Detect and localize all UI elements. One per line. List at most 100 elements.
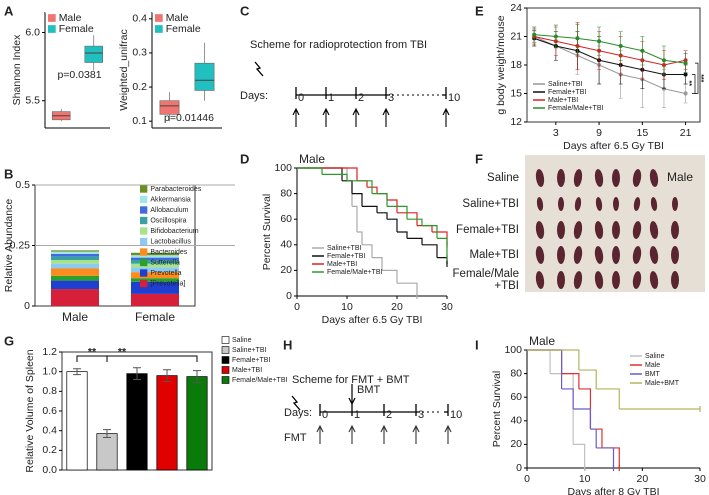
y-tick-label: 0.3 (132, 47, 147, 59)
spleen (595, 197, 603, 211)
legend-label: Female/Male+TBI (548, 105, 603, 112)
arrow-label: BMT (357, 384, 381, 396)
legend-label: Female/Male+TBI (327, 269, 382, 276)
scheme-title: Scheme for FMT + BMT (292, 374, 410, 386)
arrow-down (348, 384, 356, 406)
bar-segment (51, 250, 99, 252)
survival-step (601, 447, 620, 468)
legend-swatch (140, 227, 148, 235)
legend-swatch (140, 195, 148, 204)
legend-label: [Prevotella] (150, 280, 185, 287)
error-bar (193, 370, 201, 383)
legend-swatch (140, 279, 148, 288)
x-axis-label: Days after 6.5 Gy TBI (322, 314, 423, 326)
x-tick-label: 30 (441, 301, 453, 313)
spleen (632, 271, 642, 289)
arrow-up (352, 107, 360, 127)
spleen (612, 221, 620, 239)
survival-step (397, 282, 418, 296)
x-tick-label: 30 (694, 473, 706, 485)
legend-label: Prevotella (150, 270, 181, 277)
spleen (671, 221, 679, 239)
row-label: +TBI (494, 280, 519, 292)
x-tick-label: 21 (680, 127, 692, 139)
y-tick-label: 5.5 (25, 94, 40, 106)
bar-segment (51, 251, 99, 254)
spleen (573, 271, 583, 289)
day-number: 2 (386, 409, 392, 421)
error-bar (73, 368, 81, 376)
y-tick-label: 6.0 (25, 26, 40, 38)
legend-swatch (221, 336, 230, 344)
series-line (534, 37, 686, 75)
box (84, 45, 103, 63)
legend-swatch (140, 216, 148, 225)
panel-label: B (4, 166, 13, 181)
lightning (254, 61, 264, 77)
spleen (594, 169, 604, 187)
x-tick-label: 3 (553, 127, 559, 139)
x-tick-label: Female (135, 310, 175, 324)
annotation: ** (685, 81, 692, 87)
legend-label: Female/Male+TBI (232, 377, 287, 384)
spleen (633, 197, 641, 211)
day-number: 2 (358, 92, 364, 104)
point (597, 39, 602, 44)
panel-label: I (475, 337, 479, 352)
x-tick-label: 10 (341, 301, 353, 313)
spleen (535, 169, 545, 187)
survival-step (372, 257, 383, 271)
series-line (534, 36, 686, 94)
spleen (535, 246, 545, 264)
legend-swatch (140, 185, 148, 193)
panel-label: E (475, 3, 484, 18)
spleen (649, 246, 659, 264)
spleen (557, 221, 565, 239)
legend-label: Female+TBI (232, 357, 270, 364)
survival-step (437, 237, 448, 258)
y-tick-label: 0.25 (10, 239, 31, 251)
spleen (557, 169, 565, 187)
legend-label: BMT (645, 371, 661, 378)
legend-swatch (140, 237, 148, 246)
y-tick-label: 40 (280, 239, 292, 251)
legend-swatch (221, 346, 230, 354)
significance-bracket (106, 355, 198, 362)
box (159, 100, 180, 115)
legend-swatch (221, 356, 230, 364)
panel-label: C (240, 3, 250, 18)
legend-swatch (48, 14, 56, 22)
spleen (671, 271, 679, 289)
bar-segment (131, 255, 179, 258)
spleen (613, 197, 619, 211)
spleen (649, 221, 659, 239)
legend-swatch (221, 366, 230, 374)
y-axis-label: Weighted_unifrac (118, 29, 130, 111)
legend-label: Male (645, 362, 660, 369)
arrow-up (382, 107, 390, 127)
arrow-up (380, 424, 388, 444)
legend-label: Female+TBI (327, 253, 365, 260)
days-label: Days: (284, 407, 312, 419)
legend-swatch (221, 376, 230, 384)
survival-step (407, 237, 423, 245)
error-bar (103, 429, 111, 439)
y-tick-label: 0.0 (42, 464, 57, 476)
legend-label: Bifidobacterium (150, 228, 198, 235)
arrow-up (412, 424, 420, 444)
x-tick-label: Male (62, 310, 88, 324)
spleen (573, 169, 583, 187)
legend-label: Male+TBI (232, 367, 262, 374)
bar (96, 433, 118, 471)
survival-step (596, 388, 620, 409)
significance-bracket (692, 74, 696, 94)
y-tick-label: 0 (516, 462, 522, 474)
annotation: p=0.01446 (164, 112, 214, 124)
y-tick-label: 0.4 (42, 424, 57, 436)
bar-segment (131, 260, 179, 264)
legend-label: Saline+TBI (327, 245, 361, 252)
y-tick-label: 1.2 (42, 346, 57, 358)
y-tick-label: 80 (510, 367, 522, 379)
legend-label: Oscillospira (150, 217, 186, 224)
y-tick-label: 0.8 (42, 385, 57, 397)
